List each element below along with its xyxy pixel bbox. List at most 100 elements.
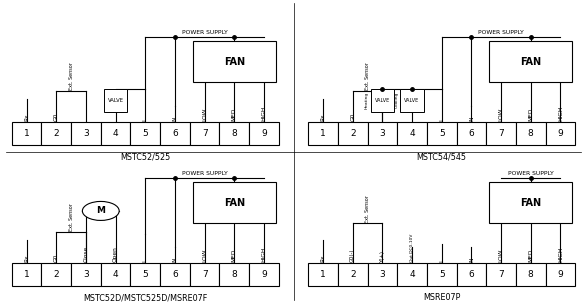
Text: MSTC54/545: MSTC54/545 (417, 152, 467, 161)
Bar (489, 182, 572, 223)
Text: Ext. Sensor: Ext. Sensor (69, 203, 73, 231)
Text: N: N (469, 257, 474, 262)
Text: 9: 9 (558, 270, 564, 279)
Text: 6: 6 (172, 129, 178, 138)
Bar (130, 122, 160, 145)
Text: LOW: LOW (498, 248, 504, 262)
Bar (486, 122, 516, 145)
Bar (457, 263, 486, 286)
Bar (104, 89, 127, 112)
Text: Rx: Rx (24, 254, 29, 262)
Text: 5: 5 (143, 270, 148, 279)
Circle shape (82, 201, 119, 220)
Bar (220, 263, 249, 286)
Bar (12, 263, 42, 286)
Text: POWER SUPPLY: POWER SUPPLY (478, 30, 524, 35)
Text: MSTC52D/MSTC525D/MSRE07F: MSTC52D/MSTC525D/MSRE07F (83, 293, 207, 302)
Text: Close: Close (83, 246, 89, 262)
Bar (516, 122, 545, 145)
Text: 8: 8 (528, 270, 534, 279)
Bar (249, 263, 279, 286)
Text: Cooling: Cooling (394, 92, 399, 108)
Text: 2: 2 (350, 129, 356, 138)
Text: FAN: FAN (520, 57, 541, 67)
Text: LOW: LOW (202, 108, 207, 121)
Text: VALVE: VALVE (375, 98, 390, 103)
Bar (400, 89, 424, 112)
Bar (71, 263, 101, 286)
Bar (397, 122, 427, 145)
Text: MED: MED (232, 248, 237, 262)
Text: 1: 1 (23, 129, 29, 138)
Text: 8: 8 (231, 270, 237, 279)
Text: FAN: FAN (224, 198, 245, 208)
Text: 9: 9 (261, 270, 267, 279)
Text: N: N (469, 116, 474, 121)
Text: L: L (143, 118, 148, 121)
Text: Out DC0-10V: Out DC0-10V (410, 234, 414, 262)
Text: Rx: Rx (321, 254, 326, 262)
Text: MED: MED (232, 108, 237, 121)
Bar (101, 122, 130, 145)
Text: L: L (439, 118, 444, 121)
Bar (338, 122, 367, 145)
Text: G0: G0 (54, 254, 59, 262)
Bar (338, 263, 367, 286)
Bar (489, 41, 572, 82)
Text: 2: 2 (53, 129, 59, 138)
Text: M: M (96, 206, 105, 215)
Text: 1: 1 (320, 270, 326, 279)
Bar (160, 263, 190, 286)
Bar (427, 122, 457, 145)
Text: 3: 3 (83, 270, 89, 279)
Text: LOW: LOW (498, 108, 504, 121)
Text: 2: 2 (350, 270, 356, 279)
Text: 8: 8 (231, 129, 237, 138)
Text: MED: MED (528, 248, 533, 262)
Bar (371, 89, 394, 112)
Bar (367, 122, 397, 145)
Text: HIGH: HIGH (558, 247, 563, 262)
Bar (190, 263, 220, 286)
Bar (42, 122, 71, 145)
Text: 3: 3 (83, 129, 89, 138)
Text: 3: 3 (379, 270, 385, 279)
Bar (486, 263, 516, 286)
Text: 4: 4 (409, 129, 415, 138)
Text: VALVE: VALVE (404, 98, 420, 103)
Text: Heating: Heating (365, 92, 369, 109)
Text: HIGH: HIGH (261, 247, 266, 262)
Bar (160, 122, 190, 145)
Text: G0: G0 (54, 113, 59, 121)
Text: 7: 7 (202, 270, 208, 279)
Text: 9: 9 (261, 129, 267, 138)
Bar (308, 263, 338, 286)
Text: G0: G0 (350, 113, 355, 121)
Text: HIGH: HIGH (558, 106, 563, 121)
Bar (130, 263, 160, 286)
Bar (545, 122, 575, 145)
Text: 7: 7 (498, 129, 504, 138)
Text: 5: 5 (143, 129, 148, 138)
Text: Y(+): Y(+) (380, 250, 385, 262)
Text: 7: 7 (202, 129, 208, 138)
Bar (249, 122, 279, 145)
Text: MSRE07P: MSRE07P (423, 293, 460, 302)
Text: HIGH: HIGH (261, 106, 266, 121)
Text: FAN: FAN (520, 198, 541, 208)
Text: Rx: Rx (321, 113, 326, 121)
Bar (516, 263, 545, 286)
Text: G0(-): G0(-) (350, 248, 355, 262)
Text: 3: 3 (379, 129, 385, 138)
Text: 5: 5 (439, 129, 444, 138)
Text: MSTC52/525: MSTC52/525 (120, 152, 170, 161)
Text: Ext. Sensor: Ext. Sensor (365, 62, 370, 90)
Bar (193, 182, 276, 223)
Bar (71, 122, 101, 145)
Text: Ext. Sensor: Ext. Sensor (69, 62, 73, 90)
Text: 6: 6 (468, 129, 474, 138)
Text: LOW: LOW (202, 248, 207, 262)
Text: N: N (173, 257, 177, 262)
Text: 7: 7 (498, 270, 504, 279)
Text: FAN: FAN (224, 57, 245, 67)
